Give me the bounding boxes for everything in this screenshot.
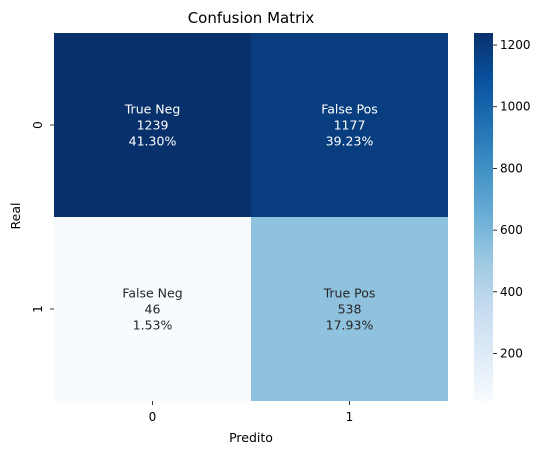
heatmap-cells [54,33,448,401]
heatmap-cell [54,33,251,217]
heatmap-cell [54,217,251,401]
cell-count-label: 46 [145,302,161,317]
y-axis-label: Real [8,203,23,230]
chart-title: Confusion Matrix [188,9,315,27]
cell-name-label: True Neg [124,102,181,117]
cell-name-label: False Pos [321,102,378,117]
heatmap-cell [251,33,448,217]
y-axis-ticks: 01 [31,121,54,313]
colorbar-tick-label: 800 [500,161,523,175]
x-tick-label: 1 [346,410,354,424]
colorbar [474,33,493,401]
cell-count-label: 1239 [137,118,169,133]
colorbar-ticks: 200 400 600 800 1000 1200 [493,38,531,360]
colorbar-tick-label: 200 [500,346,523,360]
cell-name-label: False Neg [122,286,182,301]
heatmap-cell [251,217,448,401]
colorbar-tick-label: 600 [500,223,523,237]
y-tick-label: 0 [31,121,45,129]
cell-count-label: 538 [338,302,362,317]
colorbar-tick-label: 400 [500,285,523,299]
cell-percent-label: 39.23% [326,134,374,149]
cell-percent-label: 17.93% [326,318,374,333]
cell-percent-label: 41.30% [129,134,177,149]
cell-count-label: 1177 [334,118,366,133]
colorbar-tick-label: 1000 [500,100,531,114]
x-axis-label: Predito [229,430,273,445]
cell-name-label: True Pos [323,286,376,301]
cell-percent-label: 1.53% [133,318,173,333]
y-tick-label: 1 [31,305,45,313]
x-tick-label: 0 [149,410,157,424]
colorbar-tick-label: 1200 [500,38,531,52]
